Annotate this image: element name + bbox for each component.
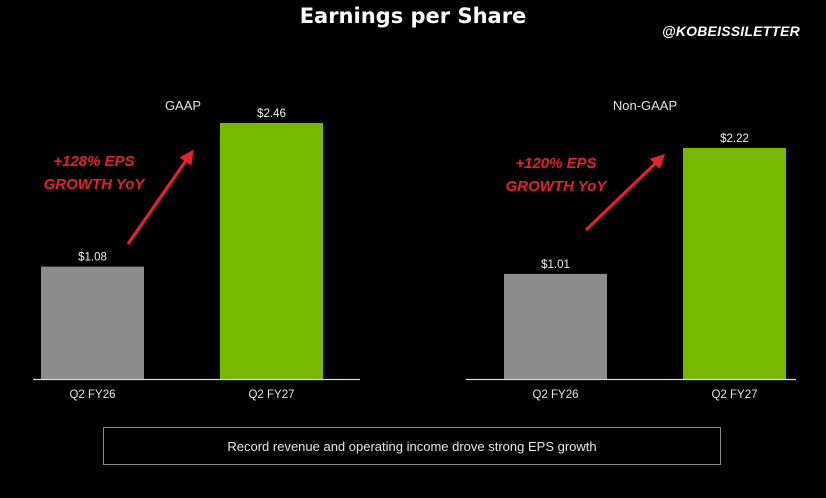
growth-annotation-line1: +120% EPS — [515, 155, 596, 172]
bar-q2-fy27 — [220, 123, 323, 379]
x-tick-label: Q2 FY26 — [532, 389, 578, 401]
growth-arrow-icon — [126, 149, 194, 245]
bar-q2-fy27 — [683, 147, 786, 379]
growth-annotation-line1: +128% EPS — [53, 153, 134, 170]
x-tick-label: Q2 FY26 — [69, 389, 115, 401]
bar-value-label: $1.08 — [78, 252, 107, 264]
footer-text: Record revenue and operating income drov… — [227, 438, 597, 454]
growth-annotation-line2: GROWTH YoY — [506, 178, 609, 195]
bar-value-label: $2.46 — [257, 108, 286, 120]
panel-title-non-gaap: Non-GAAP — [613, 98, 677, 113]
panel-title-gaap: GAAP — [165, 98, 201, 113]
footer-note: Record revenue and operating income drov… — [103, 427, 721, 465]
watermark-handle: @KOBEISSILETTER — [662, 23, 800, 39]
x-tick-label: Q2 FY27 — [711, 389, 757, 401]
bar-q2-fy26 — [41, 266, 144, 379]
bar-value-label: $2.22 — [720, 133, 749, 145]
bar-q2-fy26 — [504, 273, 607, 379]
growth-arrow-icon — [584, 154, 666, 232]
bar-value-label: $1.01 — [541, 259, 570, 271]
growth-annotation-line2: GROWTH YoY — [44, 176, 147, 193]
x-tick-label: Q2 FY27 — [248, 389, 294, 401]
chart-title: Earnings per Share — [299, 4, 527, 28]
